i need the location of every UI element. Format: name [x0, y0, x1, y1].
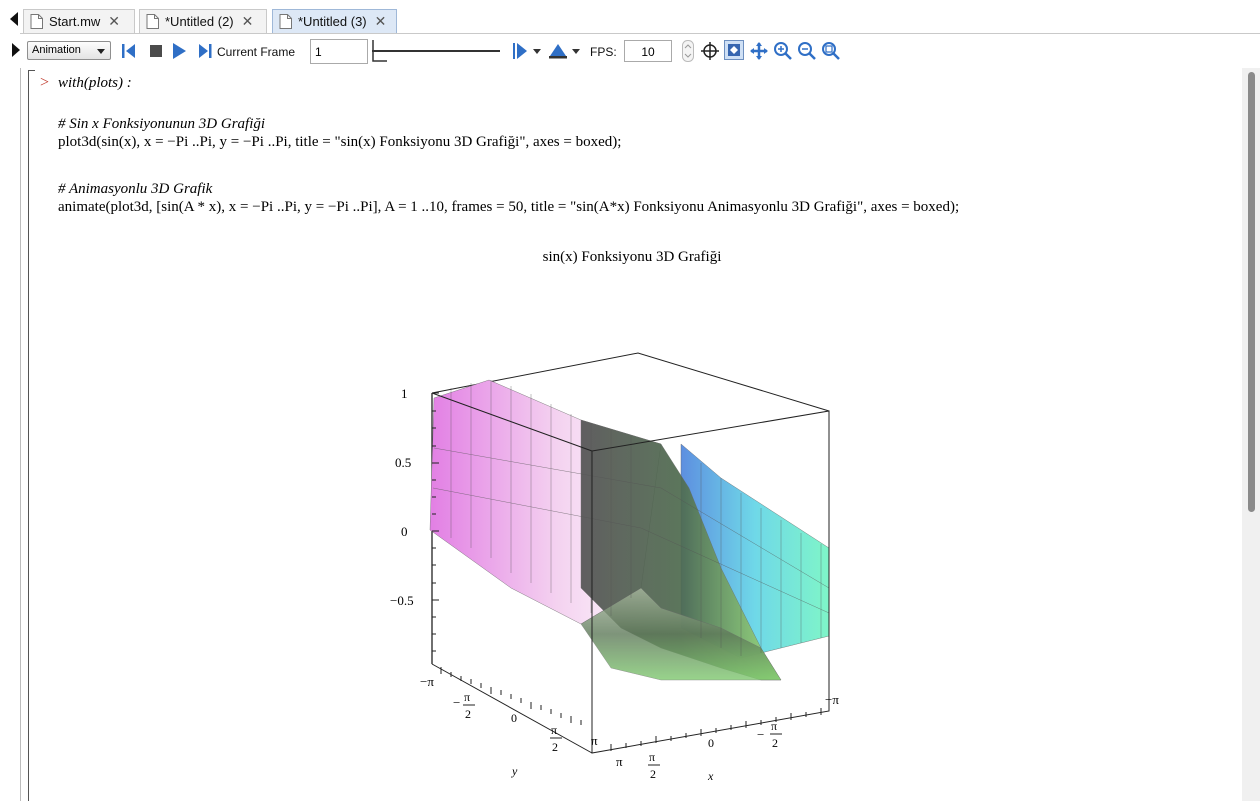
tab-scroll-left-icon[interactable] [10, 12, 18, 26]
scrollbar-thumb[interactable] [1248, 72, 1255, 512]
direction-icon[interactable] [548, 42, 568, 60]
execution-group-bracket[interactable] [28, 70, 35, 801]
input-prompt: > [40, 74, 50, 91]
stop-icon[interactable] [148, 43, 164, 59]
plot3d-output[interactable]: 1 0.5 0 −0.5 −π − π 2 0 π 2 π y π π 2 0 … [21, 68, 1243, 801]
play-icon[interactable] [171, 42, 187, 60]
first-frame-icon[interactable] [121, 43, 139, 59]
x-tick-neg-half-num: π [771, 719, 777, 733]
worksheet[interactable]: > with(plots) : # Sin x Fonksiyonunun 3D… [20, 68, 1242, 801]
code-comment-2[interactable]: # Animasyonlu 3D Grafik [58, 181, 213, 197]
x-tick-half-den: 2 [650, 767, 656, 781]
svg-text:−: − [453, 695, 460, 710]
y-tick-half-num: π [551, 723, 557, 737]
code-line-plot3d[interactable]: plot3d(sin(x), x = −Pi ..Pi, y = −Pi ..P… [58, 134, 622, 150]
document-icon [146, 14, 159, 29]
toolbar-expand-icon[interactable] [12, 43, 20, 57]
tab-label: Start.mw [49, 14, 101, 29]
y-tick-zero: 0 [511, 711, 517, 725]
plot-title: sin(x) Fonksiyonu 3D Grafiği [542, 249, 722, 265]
continuous-play-icon[interactable] [512, 42, 528, 60]
tab-bar: Start.mw ✕ *Untitled (2) ✕ *Untitled (3)… [0, 0, 1260, 34]
frame-slider-track[interactable] [372, 50, 500, 52]
code-line-animate[interactable]: animate(plot3d, [sin(A * x), x = −Pi ..P… [58, 199, 960, 215]
close-icon[interactable]: ✕ [241, 13, 254, 29]
close-icon[interactable]: ✕ [108, 13, 121, 29]
chevron-down-icon[interactable] [532, 48, 542, 56]
frame-slider-thumb[interactable] [372, 40, 388, 62]
current-frame-label: Current Frame [217, 45, 296, 59]
vertical-scrollbar[interactable] [1242, 68, 1260, 801]
y-tick-neg-half-num: π [464, 690, 470, 704]
z-tick-neg-0.5: −0.5 [390, 593, 414, 608]
zoom-fit-icon[interactable] [821, 41, 840, 60]
code-line-with-plots[interactable]: with(plots) : [58, 75, 132, 91]
x-tick-half-num: π [649, 750, 655, 764]
fps-label: FPS: [590, 45, 617, 59]
pan-icon[interactable] [750, 42, 768, 60]
x-tick-zero: 0 [708, 736, 714, 750]
fps-input[interactable]: 10 [624, 40, 672, 62]
current-frame-input[interactable]: 1 [310, 39, 368, 64]
next-frame-icon[interactable] [198, 43, 214, 59]
z-tick-1: 1 [401, 386, 408, 401]
tab-start-mw[interactable]: Start.mw ✕ [23, 9, 135, 33]
tab-label: *Untitled (2) [165, 14, 234, 29]
chevron-down-icon[interactable] [571, 48, 581, 56]
tab-divider [20, 33, 1260, 34]
context-dropdown-value: Animation [32, 44, 81, 56]
y-tick-half-den: 2 [552, 740, 558, 754]
tab-untitled-3[interactable]: *Untitled (3) ✕ [272, 9, 397, 33]
tab-label: *Untitled (3) [298, 14, 367, 29]
document-icon [279, 14, 292, 29]
close-icon[interactable]: ✕ [374, 13, 387, 29]
y-tick-neg-half-den: 2 [465, 707, 471, 721]
x-tick-pi: π [616, 754, 623, 769]
x-tick-neg-pi: −π [825, 692, 839, 707]
z-tick-0.5: 0.5 [395, 455, 411, 470]
zoom-in-icon[interactable] [773, 41, 792, 60]
svg-text:−: − [757, 727, 764, 742]
z-tick-0: 0 [401, 524, 408, 539]
x-tick-neg-half-den: 2 [772, 736, 778, 750]
fps-spinner[interactable] [682, 40, 694, 62]
y-tick-pi: π [591, 733, 598, 748]
code-comment-1[interactable]: # Sin x Fonksiyonunun 3D Grafiği [58, 116, 266, 132]
y-axis-label: y [511, 764, 518, 778]
chevron-down-icon [97, 49, 105, 54]
x-axis-label: x [707, 769, 714, 783]
rotate-icon[interactable] [724, 40, 744, 60]
tab-untitled-2[interactable]: *Untitled (2) ✕ [139, 9, 267, 33]
y-tick-neg-pi: −π [420, 674, 434, 689]
crosshair-icon[interactable] [701, 42, 719, 60]
animation-toolbar: Animation Current Frame 1 FPS: 10 [0, 34, 1260, 68]
context-dropdown[interactable]: Animation [27, 41, 111, 60]
document-icon [30, 14, 43, 29]
zoom-out-icon[interactable] [797, 41, 816, 60]
